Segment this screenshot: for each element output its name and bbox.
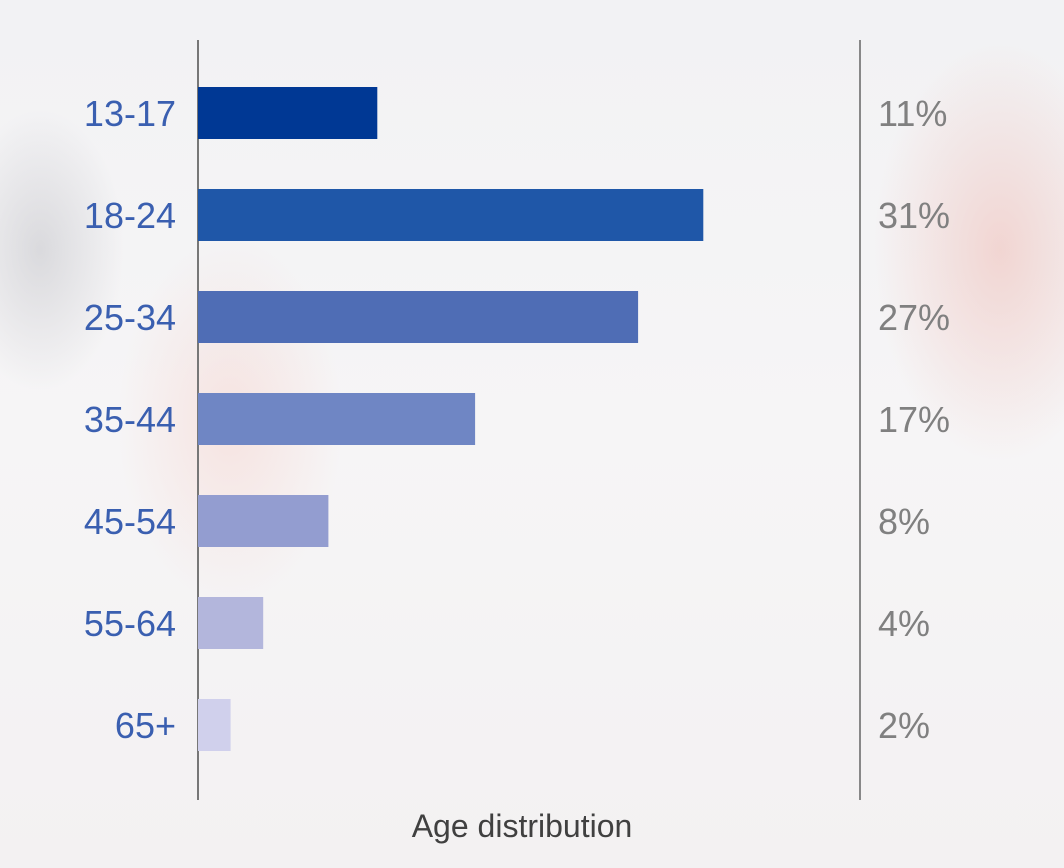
value-label: 27%	[878, 297, 950, 338]
bar-13-17	[198, 87, 378, 139]
bar-65+	[198, 699, 231, 751]
bar-45-54	[198, 495, 329, 547]
value-label: 11%	[878, 93, 947, 134]
bar-25-34	[198, 291, 639, 343]
category-label: 45-54	[84, 501, 176, 542]
x-axis-label: Age distribution	[412, 808, 633, 844]
category-label: 25-34	[84, 297, 176, 338]
value-label: 31%	[878, 195, 950, 236]
category-label: 35-44	[84, 399, 176, 440]
category-label: 55-64	[84, 603, 176, 644]
category-label: 65+	[115, 705, 176, 746]
category-label: 18-24	[84, 195, 176, 236]
category-label: 13-17	[84, 93, 176, 134]
value-label: 2%	[878, 705, 930, 746]
value-label: 17%	[878, 399, 950, 440]
bar-35-44	[198, 393, 476, 445]
value-label: 4%	[878, 603, 930, 644]
value-label: 8%	[878, 501, 930, 542]
bar-18-24	[198, 189, 704, 241]
bar-55-64	[198, 597, 264, 649]
